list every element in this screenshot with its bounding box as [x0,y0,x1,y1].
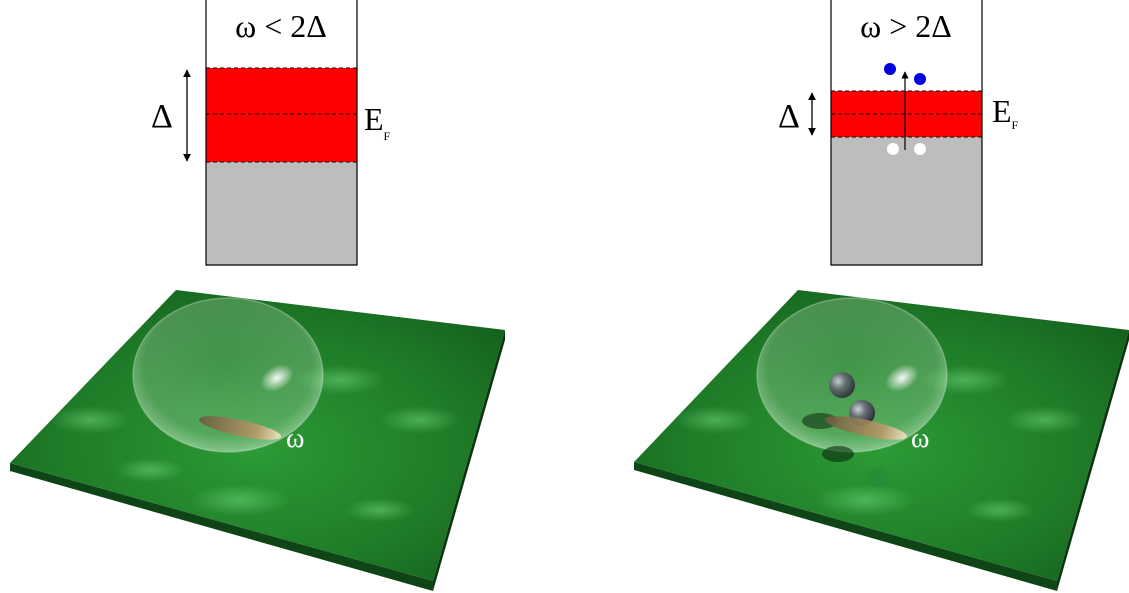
surface-spot [815,484,915,516]
fermi-label-main: E [364,101,384,137]
panel-right: Δ ω > 2Δ EF ω [634,0,1129,591]
band-box-outline [830,0,983,266]
band-diagram-right: Δ ω > 2Δ EF [778,0,1019,266]
surface-spot [345,498,415,522]
band-diagram-left: Δ ω < 2Δ EF [151,0,391,266]
gap-label: Δ [778,98,800,135]
surface-spot [965,498,1035,522]
gap-band [206,68,357,162]
band-box-outline [205,0,358,266]
bubble-highlight [260,364,294,392]
hole-dot [914,143,926,155]
photon-absorption-spot [198,416,282,440]
omega-label: ω [286,423,304,454]
surface-spot [115,458,185,482]
hole-dot [887,143,899,155]
quasiparticle-sphere [868,467,888,487]
surface-spot [1005,406,1085,434]
fermi-label: EF [364,101,391,143]
superconductor-slab-left: ω [10,290,505,591]
fermi-label-subscript: F [1012,118,1019,132]
omega-label: ω [911,423,929,454]
condition-label: ω > 2Δ [860,8,952,44]
bubble-highlight [885,364,919,392]
filled-band [831,137,982,265]
fermi-label-main: E [992,93,1012,129]
slab-side-right [433,330,505,591]
quasiparticle-shadow [822,446,854,462]
surface-spot [380,406,460,434]
condition-label: ω < 2Δ [235,8,327,44]
superconductor-slab-right: ω [634,290,1129,591]
electron-dot [914,73,926,85]
gap-band [831,91,982,137]
slab-side-right [1057,330,1129,591]
surface-spot [190,484,290,516]
quasiparticle-sphere [829,372,855,398]
slab-side-front [10,463,433,591]
photon-absorption-spot [824,416,908,440]
bubble [132,297,324,453]
gap-label: Δ [151,98,173,135]
surface-spot [675,406,755,434]
electron-dot [884,63,896,75]
panel-left: Δ ω < 2Δ EF ω [10,0,505,591]
surface-spot [50,406,130,434]
slab-side-front [634,462,1057,591]
fermi-label-subscript: F [384,129,391,143]
fermi-label: EF [992,93,1019,132]
filled-band [206,162,357,265]
